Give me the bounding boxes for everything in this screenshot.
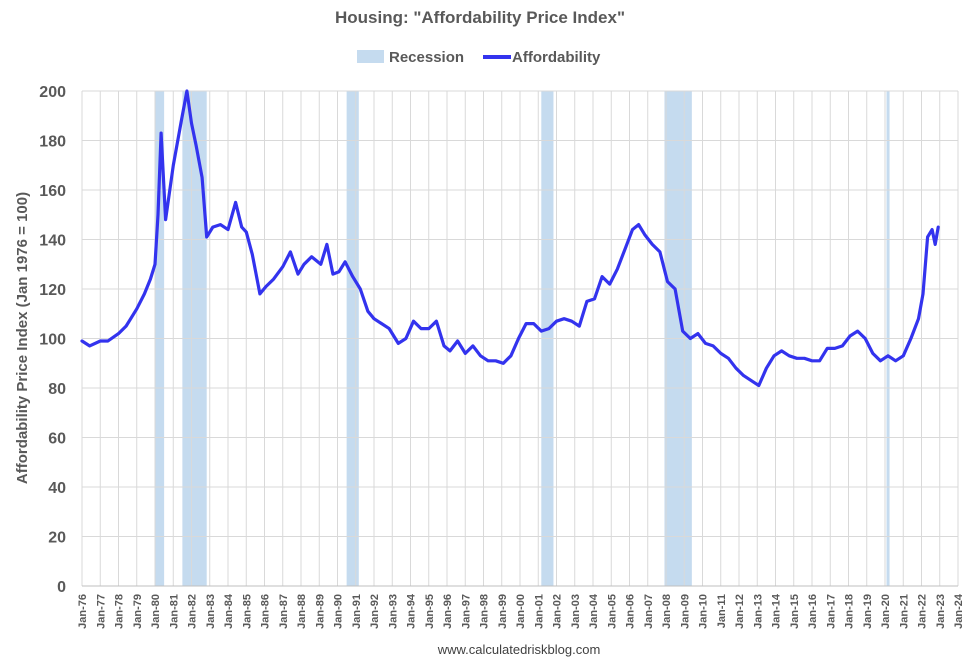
x-tick-label-Jan-19: Jan-19 [862,594,874,629]
x-tick-label-Jan-85: Jan-85 [241,594,253,629]
chart-title: Housing: "Affordability Price Index" [335,8,625,27]
source-credit: www.calculatedriskblog.com [437,642,601,657]
x-tick-label-Jan-14: Jan-14 [771,593,783,629]
x-tick-label-Jan-89: Jan-89 [314,594,326,629]
x-tick-label-Jan-13: Jan-13 [752,594,764,629]
x-tick-label-Jan-02: Jan-02 [552,594,564,629]
x-tick-label-Jan-83: Jan-83 [205,594,217,629]
x-tick-label-Jan-00: Jan-00 [515,594,527,629]
x-tick-label-Jan-94: Jan-94 [406,593,418,629]
x-tick-label-Jan-99: Jan-99 [497,594,509,629]
y-tick-label-60: 60 [48,431,66,448]
x-tick-label-Jan-91: Jan-91 [351,594,363,629]
x-tick-label-Jan-21: Jan-21 [898,594,910,629]
x-tick-label-Jan-90: Jan-90 [333,594,345,629]
x-tick-label-Jan-16: Jan-16 [807,594,819,629]
x-tick-label-Jan-24: Jan-24 [953,593,965,629]
x-tick-label-Jan-01: Jan-01 [533,594,545,629]
x-tick-label-Jan-88: Jan-88 [296,594,308,629]
x-tick-label-Jan-80: Jan-80 [150,594,162,629]
x-tick-label-Jan-93: Jan-93 [387,594,399,629]
x-tick-label-Jan-98: Jan-98 [479,594,491,629]
x-tick-label-Jan-84: Jan-84 [223,593,235,629]
x-tick-label-Jan-92: Jan-92 [369,594,381,629]
y-tick-label-160: 160 [39,183,66,200]
x-tick-label-Jan-76: Jan-76 [77,594,89,629]
x-tick-label-Jan-17: Jan-17 [825,594,837,629]
x-tick-label-Jan-08: Jan-08 [661,594,673,629]
legend-label-affordability: Affordability [512,49,601,66]
x-tick-label-Jan-22: Jan-22 [917,594,929,629]
series-line-affordability [80,89,940,388]
x-tick-label-Jan-96: Jan-96 [442,594,454,629]
y-axis-label: Affordability Price Index (Jan 1976 = 10… [14,192,31,484]
legend: Recession Affordability [357,49,601,66]
y-tick-label-140: 140 [39,233,66,250]
y-tick-label-180: 180 [39,134,66,151]
y-tick-labels: 0 20 40 60 80 100 120 140 160 180 200 [39,84,66,596]
x-tick-label-Jan-95: Jan-95 [424,594,436,629]
x-tick-label-Jan-23: Jan-23 [935,594,947,629]
x-tick-label-Jan-15: Jan-15 [789,594,801,629]
x-tick-label-Jan-87: Jan-87 [278,594,290,629]
y-tick-label-100: 100 [39,332,66,349]
x-tick-label-Jan-05: Jan-05 [606,594,618,629]
x-tick-label-Jan-78: Jan-78 [114,594,126,629]
x-tick-label-Jan-04: Jan-04 [588,593,600,629]
x-tick-label-Jan-77: Jan-77 [95,594,107,629]
x-tick-label-Jan-86: Jan-86 [260,594,272,629]
x-tick-label-Jan-09: Jan-09 [679,594,691,629]
y-tick-label-0: 0 [57,579,66,596]
y-tick-label-200: 200 [39,84,66,101]
y-tick-label-80: 80 [48,381,66,398]
legend-swatch-recession [357,50,384,63]
x-tick-label-Jan-81: Jan-81 [168,594,180,629]
x-tick-label-Jan-11: Jan-11 [716,594,728,628]
x-tick-label-Jan-06: Jan-06 [625,594,637,629]
x-tick-label-Jan-97: Jan-97 [460,594,472,629]
x-tick-label-Jan-12: Jan-12 [734,594,746,629]
x-tick-label-Jan-20: Jan-20 [880,594,892,629]
x-tick-label-Jan-82: Jan-82 [187,594,199,629]
x-tick-label-Jan-03: Jan-03 [570,594,582,629]
x-tick-label-Jan-18: Jan-18 [844,594,856,629]
y-tick-label-40: 40 [48,480,66,497]
y-tick-label-20: 20 [48,530,66,547]
x-tick-label-Jan-79: Jan-79 [132,594,144,629]
x-tick-labels: Jan-76 Jan-77 Jan-78 Jan-79 Jan-80 Jan-81 Jan-… [77,593,965,629]
legend-label-recession: Recession [389,49,464,66]
series-layer [80,89,940,388]
y-tick-label-120: 120 [39,282,66,299]
x-tick-label-Jan-07: Jan-07 [643,594,655,629]
x-tick-label-Jan-10: Jan-10 [698,594,710,629]
